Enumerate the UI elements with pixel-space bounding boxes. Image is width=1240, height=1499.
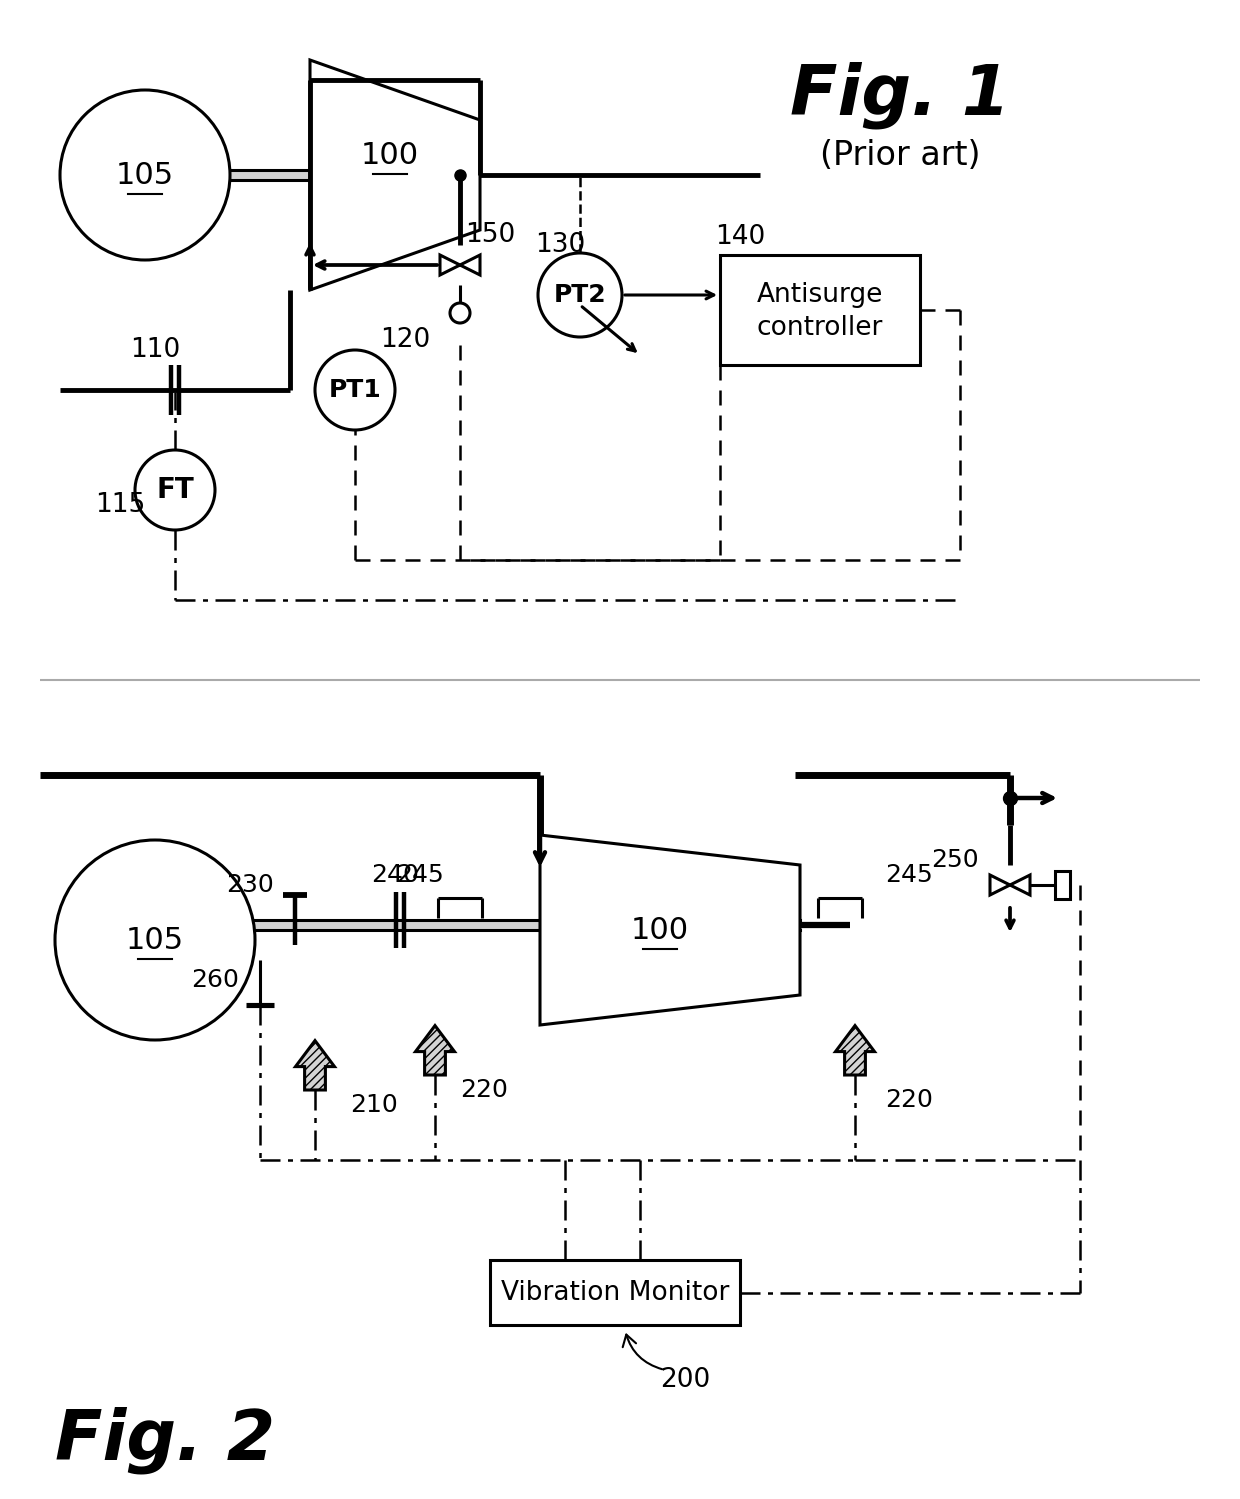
Circle shape (55, 839, 255, 1040)
Text: 140: 140 (715, 223, 765, 250)
Text: 150: 150 (465, 222, 516, 247)
Bar (490, 1261, 740, 1325)
Polygon shape (460, 255, 480, 274)
Polygon shape (836, 1025, 874, 1075)
Text: 220: 220 (460, 1078, 508, 1102)
Polygon shape (440, 255, 460, 274)
Text: 250: 250 (931, 848, 978, 872)
Text: 100: 100 (631, 916, 689, 944)
Polygon shape (310, 60, 480, 289)
Text: PT1: PT1 (329, 378, 382, 402)
Polygon shape (539, 835, 800, 1025)
Text: 100: 100 (361, 141, 419, 169)
Bar (720, 255, 920, 364)
Circle shape (135, 450, 215, 531)
Text: Antisurge: Antisurge (756, 282, 883, 307)
Text: Vibration Monitor: Vibration Monitor (501, 1280, 729, 1306)
Text: (Prior art): (Prior art) (820, 138, 981, 171)
Text: 200: 200 (660, 1367, 711, 1393)
Circle shape (60, 90, 229, 259)
Polygon shape (295, 1040, 335, 1090)
Text: FT: FT (156, 477, 193, 504)
Text: Fig. 2: Fig. 2 (55, 1406, 275, 1474)
FancyArrowPatch shape (622, 1334, 662, 1369)
Text: 120: 120 (379, 327, 430, 352)
Polygon shape (229, 169, 310, 180)
Polygon shape (255, 920, 800, 929)
Text: 260: 260 (191, 968, 239, 992)
Text: Fig. 1: Fig. 1 (790, 61, 1011, 129)
Text: 220: 220 (885, 1088, 932, 1112)
Text: controller: controller (756, 315, 883, 340)
Text: 105: 105 (126, 925, 184, 955)
Circle shape (315, 349, 396, 430)
Text: 115: 115 (95, 492, 145, 519)
Text: 130: 130 (534, 232, 585, 258)
Polygon shape (990, 875, 1011, 895)
Text: PT2: PT2 (554, 283, 606, 307)
Polygon shape (415, 1025, 455, 1075)
Polygon shape (1055, 871, 1070, 899)
Circle shape (538, 253, 622, 337)
Text: 110: 110 (130, 337, 180, 363)
Text: 230: 230 (226, 872, 274, 896)
Polygon shape (1011, 875, 1030, 895)
Text: 240: 240 (371, 863, 419, 887)
Text: 105: 105 (115, 160, 174, 189)
Circle shape (450, 303, 470, 322)
Text: 245: 245 (396, 863, 444, 887)
Text: 210: 210 (350, 1093, 398, 1117)
Text: 245: 245 (885, 863, 932, 887)
